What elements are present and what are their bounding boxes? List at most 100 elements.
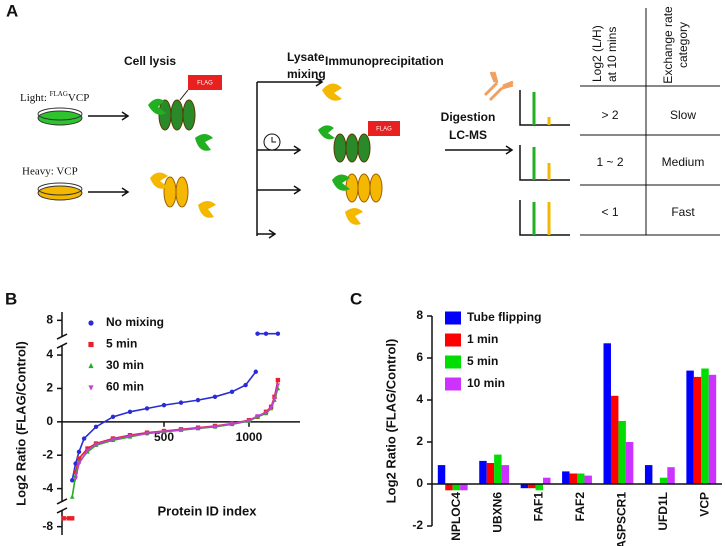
step-label: LC-MS: [449, 128, 487, 142]
legend-marker: [88, 362, 94, 369]
point: [243, 382, 248, 388]
y-tick-label: 8: [416, 308, 423, 322]
table-header: Exchange rate: [661, 6, 675, 84]
flag-tag: [368, 121, 400, 136]
y-axis-label: Log2 Ratio (FLAG/Control): [383, 339, 398, 504]
point: [178, 428, 184, 433]
point: [268, 405, 274, 411]
protein-light: FLAG: [148, 75, 222, 151]
x-tick-label: UFD1L: [656, 492, 670, 531]
table: Log2 (L/H) at 10 mins Exchange rate cate…: [580, 6, 720, 236]
x-tick-label: VCP: [697, 492, 711, 517]
axis-break: [56, 342, 68, 349]
bar: [603, 343, 611, 484]
panel-b: B -8 -4 -2 0 2 4 8 500 1000 Protein ID index Log2 R…: [5, 289, 300, 535]
point: [272, 396, 277, 402]
clock: [271, 137, 276, 143]
x-tick-label: 500: [154, 430, 174, 444]
x-tick-label: 1000: [236, 430, 263, 444]
legend-marker: [88, 341, 94, 348]
y-tick-label: 2: [46, 381, 53, 395]
dish: [37, 185, 83, 201]
point: [253, 369, 258, 374]
point: [127, 409, 133, 415]
legend-label: 5 min: [467, 354, 498, 368]
dish: [37, 182, 83, 196]
point: [93, 442, 99, 448]
table-header: at 10 mins: [605, 27, 619, 82]
x-axis-label: Protein ID index: [158, 503, 258, 518]
table-cell: Slow: [670, 108, 696, 122]
x-tick-label: FAF1: [532, 492, 546, 522]
legend-marker: [88, 320, 94, 326]
bar: [494, 454, 502, 484]
point: [195, 397, 201, 403]
point: [178, 400, 184, 405]
panel-label: A: [6, 1, 18, 20]
table-cell: Medium: [662, 155, 705, 169]
point: [66, 516, 71, 521]
legend-label: 1 min: [467, 332, 498, 346]
point: [275, 377, 281, 383]
bar: [486, 463, 495, 484]
y-tick-label: -2: [412, 518, 423, 532]
step-label: Immunoprecipitation: [325, 54, 444, 68]
point: [144, 406, 150, 411]
bar: [659, 477, 668, 484]
complexes: FLAG: [318, 83, 400, 225]
point: [255, 331, 260, 336]
legend-label: No mixing: [106, 315, 164, 329]
arrows: [88, 77, 514, 239]
legend-label: 30 min: [106, 358, 144, 372]
point: [212, 394, 218, 399]
panel-c: C -2 0 2 4 6 8 Log2 Ratio (FLAG/Control) NPLOC4 U…: [350, 289, 722, 546]
dish: [37, 107, 83, 121]
y-tick-label: 2: [416, 434, 423, 448]
panel-a: A Cell lysis Light: FLAGVCP Heavy: VCP F…: [6, 1, 720, 239]
step-label: mixing: [287, 67, 326, 81]
point: [161, 402, 167, 408]
bar: [501, 465, 510, 484]
point: [70, 478, 75, 483]
legend-swatch: [445, 377, 461, 391]
point: [70, 516, 75, 521]
flag-text: FLAG: [376, 127, 392, 133]
table-cell: 1 ~ 2: [596, 155, 623, 169]
y-tick-label: 6: [416, 350, 423, 364]
point: [70, 494, 75, 499]
point: [246, 418, 252, 424]
point: [127, 434, 133, 439]
x-tick-label: NPLOC4: [449, 492, 463, 541]
protein-heavy: [150, 172, 216, 218]
point: [263, 410, 269, 416]
y-tick-label: -2: [42, 447, 53, 461]
bar: [445, 484, 453, 491]
antibody: [483, 71, 514, 102]
flag-tag: [188, 75, 222, 90]
axis-break: [56, 507, 68, 514]
y-tick-label: 0: [46, 414, 53, 428]
spectra: [519, 90, 570, 236]
table-cell: Fast: [671, 205, 695, 219]
bar: [708, 374, 717, 484]
point: [93, 424, 99, 430]
bar: [543, 477, 551, 484]
axis-break: [56, 498, 68, 505]
table-cell: > 2: [601, 108, 618, 122]
heavy-label: Heavy: VCP: [22, 166, 78, 178]
point: [161, 429, 167, 435]
bar: [618, 421, 626, 484]
y-tick-label: 4: [46, 347, 53, 361]
bar: [667, 467, 675, 484]
bar: [644, 465, 653, 484]
point: [73, 469, 78, 475]
series-line: [74, 379, 279, 473]
point: [195, 426, 201, 431]
point: [275, 383, 281, 388]
panel-label: B: [5, 289, 17, 308]
y-axis-label: Log2 Ratio (FLAG/Control): [13, 341, 28, 506]
bar: [686, 370, 694, 484]
point: [229, 422, 235, 427]
panel-label: C: [350, 289, 362, 308]
dish: [37, 110, 83, 126]
